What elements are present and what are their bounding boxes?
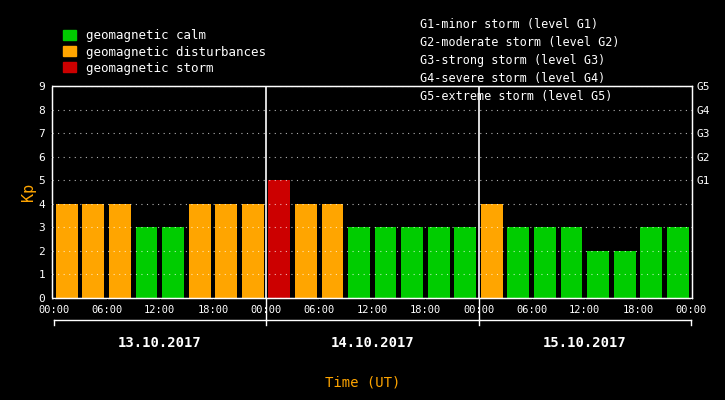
Bar [667, 227, 689, 298]
Text: Time (UT): Time (UT) [325, 376, 400, 390]
Bar [455, 227, 476, 298]
Bar [481, 204, 502, 298]
Bar [560, 227, 582, 298]
Bar [348, 227, 370, 298]
Bar [428, 227, 450, 298]
Bar [295, 204, 317, 298]
Bar [507, 227, 529, 298]
Text: 13.10.2017: 13.10.2017 [118, 336, 202, 350]
Bar [242, 204, 264, 298]
Text: 14.10.2017: 14.10.2017 [331, 336, 414, 350]
Bar [322, 204, 344, 298]
Bar [587, 251, 609, 298]
Bar [162, 227, 184, 298]
Text: 15.10.2017: 15.10.2017 [543, 336, 626, 350]
Bar [401, 227, 423, 298]
Bar [56, 204, 78, 298]
Y-axis label: Kp: Kp [21, 183, 36, 201]
Bar [268, 180, 290, 298]
Bar [640, 227, 662, 298]
Bar [614, 251, 636, 298]
Bar [188, 204, 210, 298]
Legend: geomagnetic calm, geomagnetic disturbances, geomagnetic storm: geomagnetic calm, geomagnetic disturbanc… [59, 24, 271, 80]
Bar [375, 227, 397, 298]
Bar [109, 204, 130, 298]
Bar [83, 204, 104, 298]
Text: G1-minor storm (level G1)
G2-moderate storm (level G2)
G3-strong storm (level G3: G1-minor storm (level G1) G2-moderate st… [420, 18, 620, 103]
Bar [534, 227, 556, 298]
Bar [136, 227, 157, 298]
Bar [215, 204, 237, 298]
